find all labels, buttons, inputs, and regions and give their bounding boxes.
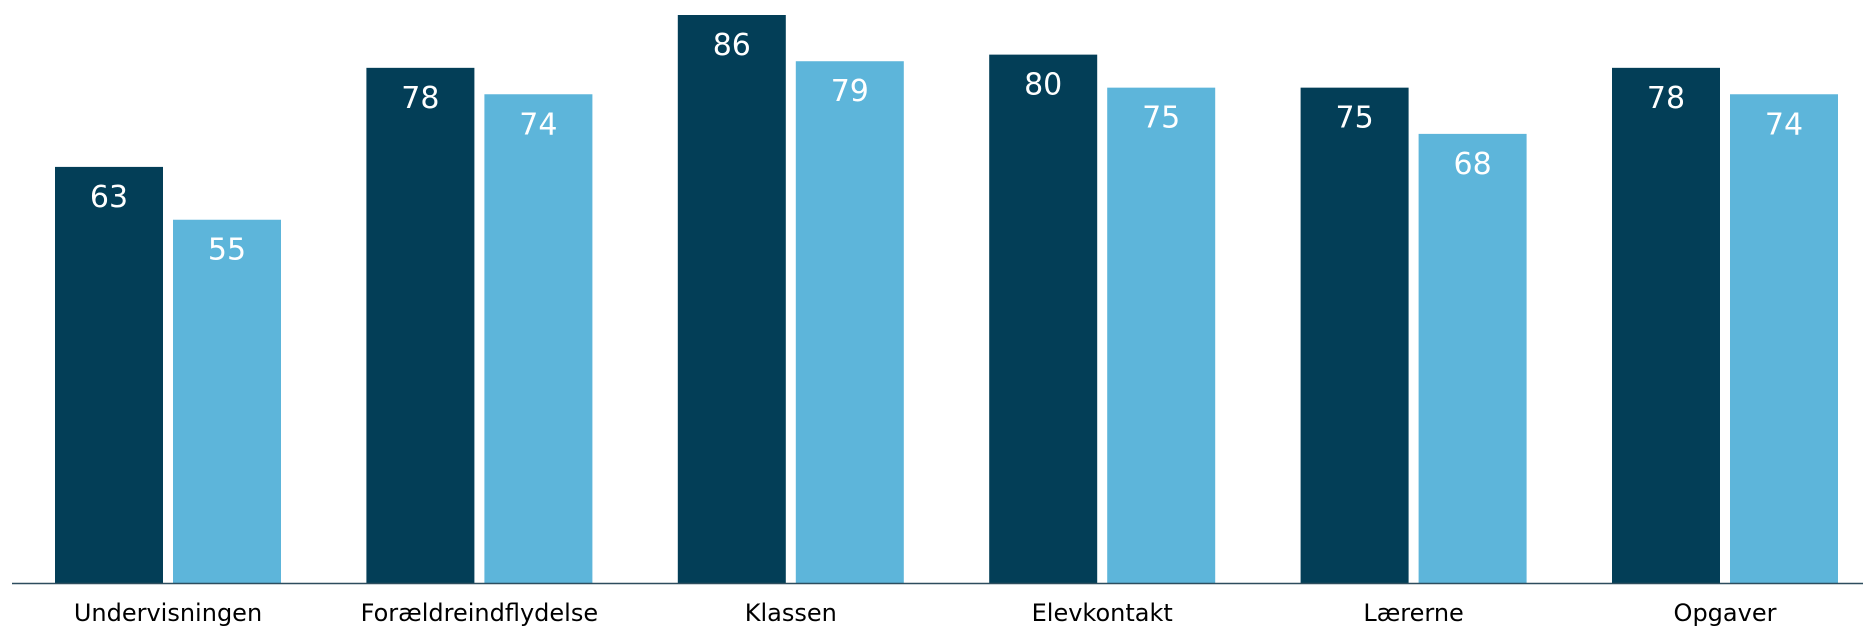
bar-1-undervisningen (55, 166, 163, 583)
category-label: Opgaver (1674, 599, 1777, 627)
category-label: Forældreindflydelse (361, 599, 598, 627)
bar-1-forældreindflydelse (366, 67, 475, 583)
bar-1-klassen (677, 15, 786, 583)
value-label: 75 (1336, 101, 1374, 136)
bar-2-klassen (795, 61, 904, 584)
value-label: 78 (401, 81, 439, 116)
bar-2-forældreindflydelse (484, 94, 593, 584)
bars-layer (55, 15, 1838, 584)
value-label: 74 (519, 107, 557, 142)
category-label: Klassen (745, 599, 837, 627)
bar-2-opgaver (1730, 94, 1838, 584)
bar-2-lærerne (1418, 133, 1527, 583)
bar-2-undervisningen (173, 219, 281, 583)
category-labels-layer: Undervisningen Forældreindflydelse Klassen… (74, 599, 1777, 627)
value-label: 86 (713, 28, 751, 63)
bar-1-opgaver (1612, 67, 1720, 583)
value-label: 75 (1142, 101, 1180, 136)
bar-1-lærerne (1300, 87, 1409, 584)
value-label: 63 (90, 180, 128, 215)
value-label: 68 (1454, 147, 1492, 182)
value-label: 79 (831, 74, 869, 109)
value-label: 78 (1647, 81, 1685, 116)
value-label: 74 (1765, 107, 1803, 142)
category-label: Lærerne (1363, 599, 1463, 627)
category-label: Elevkontakt (1032, 599, 1173, 627)
category-label: Undervisningen (74, 599, 262, 627)
value-label: 80 (1024, 68, 1062, 103)
bar-2-elevkontakt (1107, 87, 1216, 584)
value-labels-layer: 63 55 78 74 86 79 80 75 75 68 78 74 (90, 28, 1803, 268)
bar-1-elevkontakt (989, 54, 1098, 583)
value-label: 55 (208, 233, 246, 268)
